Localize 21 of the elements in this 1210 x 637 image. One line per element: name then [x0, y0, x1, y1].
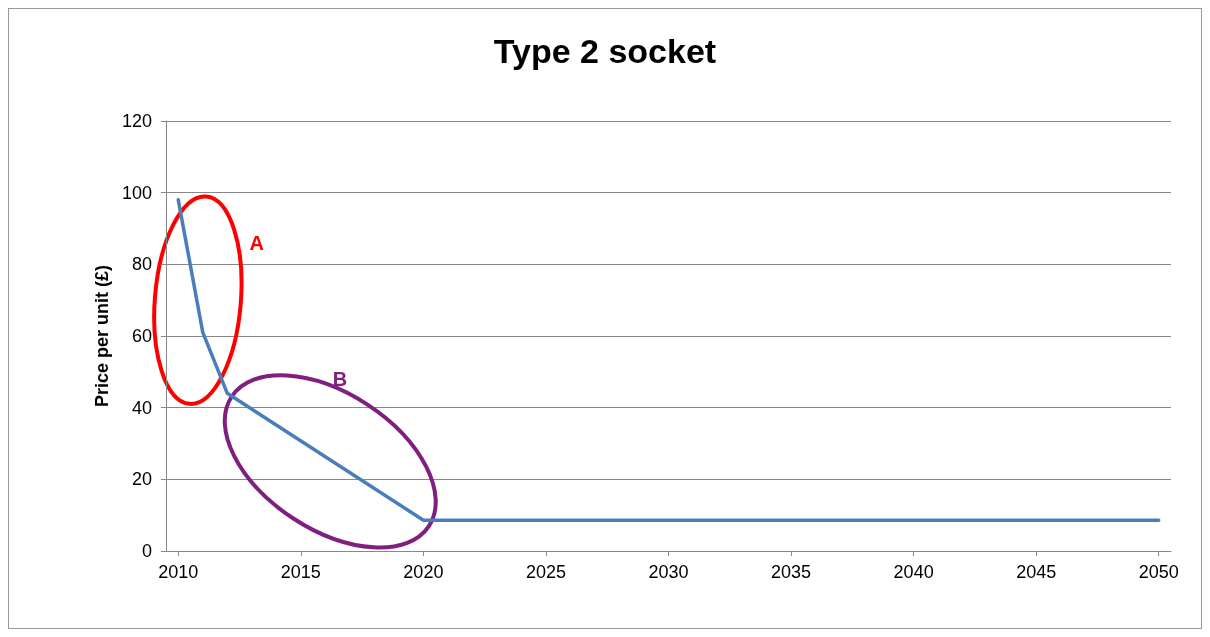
x-tick-label: 2020 [403, 562, 444, 582]
y-axis-title: Price per unit (£) [92, 264, 112, 408]
annotation: A [249, 231, 264, 254]
annotation: B [332, 368, 348, 390]
x-tick-label: 2040 [893, 562, 934, 582]
y-tick-label: 20 [131, 469, 152, 490]
y-tick-label: 40 [131, 397, 152, 418]
line-series [176, 198, 1161, 522]
x-tick-label: 2045 [1016, 562, 1057, 582]
x-tick-label: 2010 [158, 562, 199, 582]
y-tick-label: 60 [131, 326, 152, 346]
x-tick-label: 2050 [1138, 562, 1179, 582]
y-tick-label: 120 [121, 111, 152, 131]
chart-title: Type 2 socket [493, 32, 717, 70]
x-tick-label: 2030 [648, 562, 689, 582]
x-tick-label: 2025 [525, 562, 566, 582]
x-tick-label: 2015 [280, 562, 321, 582]
y-tick-label: 0 [141, 541, 152, 561]
y-tick-label: 80 [131, 254, 152, 275]
x-tick-label: 2035 [771, 562, 812, 582]
y-tick-label: 100 [121, 182, 152, 203]
